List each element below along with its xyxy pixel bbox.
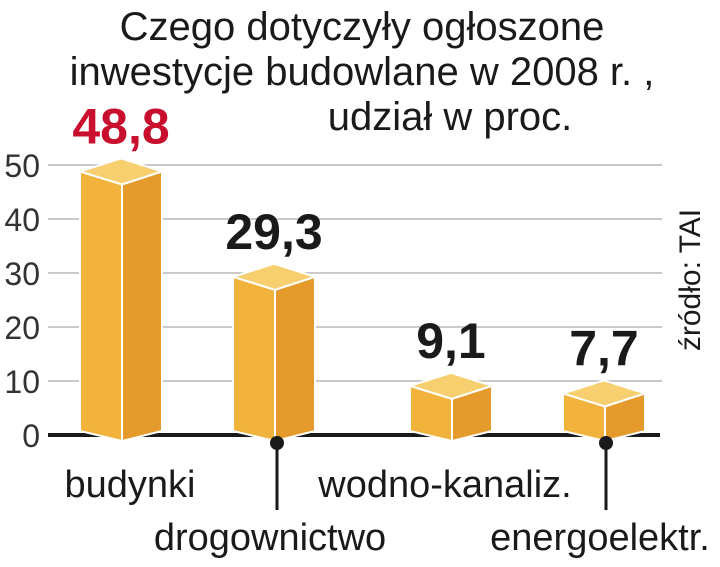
bar-side-face [121,170,163,443]
category-label: wodno-kanaliz. [317,464,571,506]
y-tick-label: 30 [4,256,40,292]
bar-top-face [76,157,166,186]
chart-title-line: Czego dotyczyły ogłoszone [120,5,605,49]
chart-title-line: udział w proc. [328,95,573,139]
bar-top-face [229,262,319,291]
bar [76,157,166,443]
bar [229,262,319,443]
leader-dot [599,436,613,450]
chart-title-line: inwestycje budowlane w 2008 r. , [70,50,655,94]
y-axis-ticks: 0 10 20 30 40 50 [4,148,40,454]
bar [406,371,496,443]
category-label: drogownictwo [154,517,386,559]
bar-value-label: 9,1 [416,313,486,369]
bar-value-label: 29,3 [225,204,322,260]
bar-side-face [274,275,316,443]
bar [559,379,649,443]
category-label: energoelektr. [490,517,710,559]
category-labels: budynki drogownictwo wodno-kanaliz. energoe… [65,436,710,559]
y-tick-label: 50 [4,148,40,184]
bars [76,157,649,443]
y-tick-label: 40 [4,202,40,238]
bar-front-face [232,275,276,443]
bar-front-face [79,170,123,443]
value-labels: 48,8 29,3 9,1 7,7 [72,98,638,376]
bar-top-face [406,371,496,400]
category-label: budynki [65,464,196,506]
y-tick-label: 10 [4,364,40,400]
source-note: źródło: TAI [674,209,707,351]
bar-value-label: 7,7 [569,320,639,376]
y-tick-label: 0 [22,418,40,454]
bar-top-face [559,379,649,408]
leader-dot [270,436,284,450]
bar-value-label: 48,8 [72,98,169,154]
y-tick-label: 20 [4,310,40,346]
